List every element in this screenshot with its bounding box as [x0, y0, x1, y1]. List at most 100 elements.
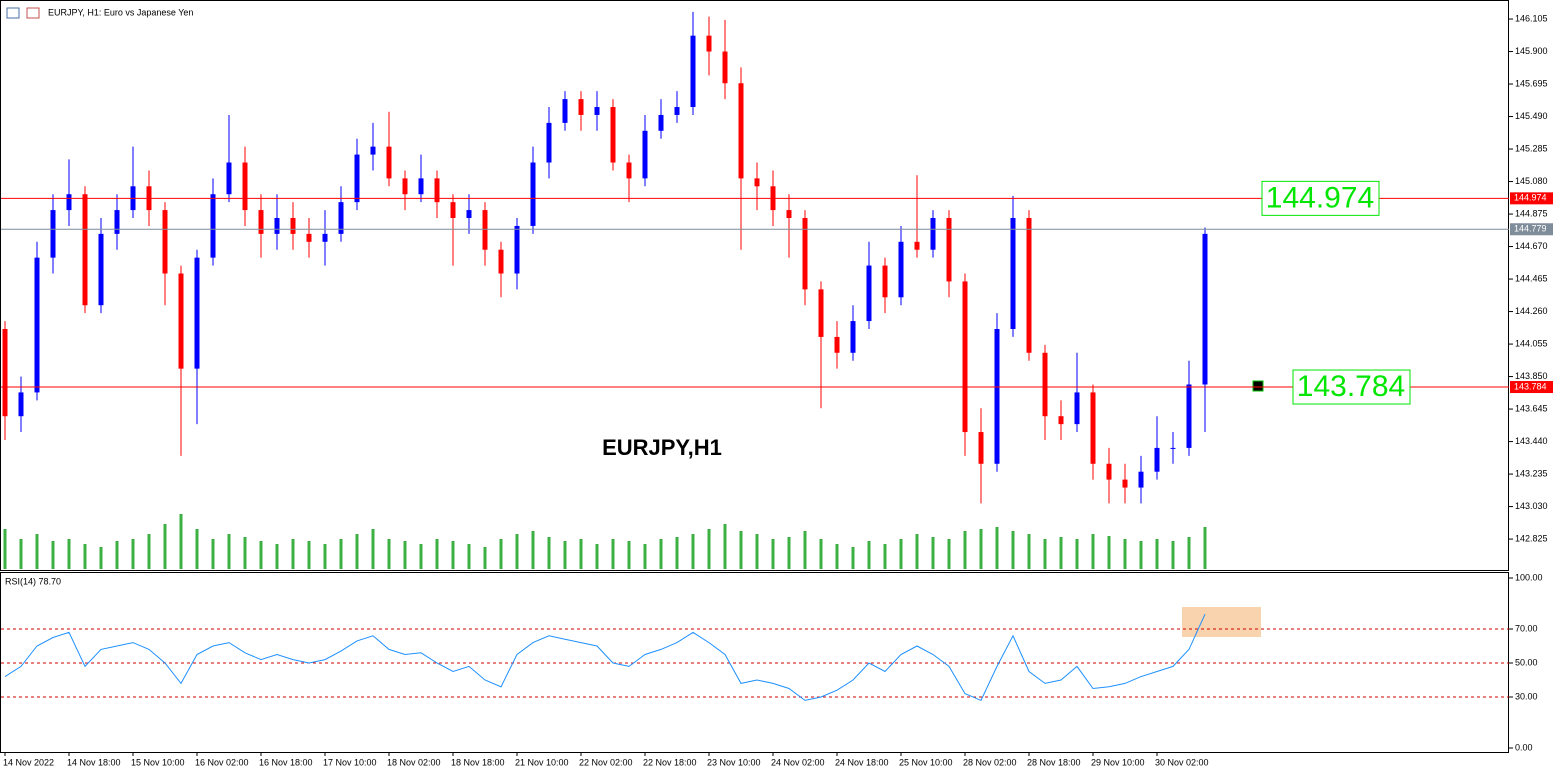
candle-body — [322, 233, 328, 242]
candle-body — [114, 210, 120, 234]
candle-body — [258, 210, 264, 234]
y-tick-label: 146.105 — [1515, 13, 1548, 23]
candle-body — [66, 194, 72, 211]
volume-bar — [659, 539, 663, 569]
candle-body — [594, 107, 600, 115]
y-tick-label: 144.260 — [1515, 306, 1548, 316]
volume-bar — [947, 539, 951, 569]
candle-body — [546, 122, 552, 163]
volume-bar — [275, 544, 279, 569]
y-tick-label: 100.00 — [1515, 572, 1543, 582]
volume-bar — [515, 534, 519, 569]
volume-bar — [227, 534, 231, 569]
volume-bar — [531, 531, 535, 569]
y-tick-label: 143.235 — [1515, 468, 1548, 478]
volume-bar — [1027, 534, 1031, 569]
volume-bar — [675, 537, 679, 569]
x-tick-label: 17 Nov 10:00 — [323, 757, 377, 767]
volume-bar — [99, 547, 103, 569]
volume-bar — [115, 541, 119, 569]
candle-body — [466, 210, 472, 219]
candle-body — [706, 35, 712, 52]
candle-body — [354, 154, 360, 203]
volume-bar — [1091, 534, 1095, 569]
volume-bar — [979, 529, 983, 569]
volume-bar — [899, 539, 903, 569]
volume-bar — [307, 541, 311, 569]
volume-bar — [1107, 536, 1111, 569]
y-tick-label: 145.490 — [1515, 111, 1548, 121]
level-label: 144.779 — [1514, 224, 1547, 234]
volume-bar — [755, 534, 759, 569]
candle-body — [482, 210, 488, 250]
y-tick-label: 142.825 — [1515, 533, 1548, 543]
x-tick-label: 14 Nov 18:00 — [67, 757, 121, 767]
volume-bar — [67, 539, 71, 569]
volume-bar — [1059, 537, 1063, 569]
volume-bar — [627, 541, 631, 569]
y-tick-label: 144.875 — [1515, 208, 1548, 218]
y-tick-label: 143.030 — [1515, 501, 1548, 511]
candle-body — [162, 210, 168, 274]
candle-body — [274, 218, 280, 234]
volume-bar — [931, 537, 935, 569]
candle-body — [50, 210, 56, 258]
volume-bar — [1187, 537, 1191, 569]
level-label: 143.784 — [1514, 381, 1547, 391]
candle-body — [914, 241, 920, 250]
candle-body — [1154, 447, 1160, 472]
candle-body — [386, 146, 392, 179]
x-tick-label: 16 Nov 02:00 — [195, 757, 249, 767]
candle-body — [18, 392, 24, 417]
volume-bar — [563, 541, 567, 569]
volume-bar — [371, 529, 375, 569]
candle-body — [1042, 352, 1048, 417]
candle-body — [610, 107, 616, 163]
icon[interactable] — [6, 7, 20, 19]
x-tick-label: 30 Nov 02:00 — [1155, 757, 1209, 767]
volume-bar — [963, 531, 967, 569]
candle-body — [754, 178, 760, 187]
annotation-box — [1261, 180, 1380, 216]
volume-bar — [339, 539, 343, 569]
x-tick-label: 14 Nov 2022 — [3, 757, 54, 767]
y-tick-label: 50.00 — [1515, 657, 1538, 667]
volume-bar — [355, 534, 359, 569]
x-tick-label: 28 Nov 02:00 — [963, 757, 1017, 767]
x-tick-label: 25 Nov 10:00 — [899, 757, 953, 767]
volume-bar — [179, 514, 183, 569]
candle-body — [82, 194, 88, 306]
volume-bar — [243, 537, 247, 569]
volume-bar — [131, 539, 135, 569]
volume-bar — [723, 524, 727, 569]
candle-body — [834, 336, 840, 353]
candle-body — [226, 162, 232, 195]
volume-bar — [259, 541, 263, 569]
volume-bar — [787, 537, 791, 569]
candle-body — [1202, 233, 1208, 385]
volume-bar — [35, 534, 39, 569]
volume-bar — [163, 524, 167, 569]
candle-body — [434, 178, 440, 203]
candle-body — [306, 233, 312, 242]
candle-body — [818, 289, 824, 337]
volume-bar — [739, 531, 743, 569]
x-tick-label: 15 Nov 10:00 — [131, 757, 185, 767]
volume-bar — [419, 544, 423, 569]
chart-label: EURJPY,H1 — [602, 435, 722, 460]
volume-bar — [595, 544, 599, 569]
x-tick-label: 29 Nov 10:00 — [1091, 757, 1145, 767]
volume-bar — [51, 541, 55, 569]
volume-bar — [483, 547, 487, 569]
candle-body — [722, 51, 728, 84]
volume-bar — [19, 539, 23, 569]
icon[interactable] — [26, 7, 40, 19]
candle-body — [290, 218, 296, 234]
candle-body — [1170, 447, 1176, 449]
candle-body — [418, 178, 424, 195]
volume-bar — [403, 541, 407, 569]
x-tick-label: 24 Nov 18:00 — [835, 757, 889, 767]
y-tick-label: 143.645 — [1515, 403, 1548, 413]
volume-bar — [1139, 541, 1143, 569]
volume-bar — [1155, 539, 1159, 569]
